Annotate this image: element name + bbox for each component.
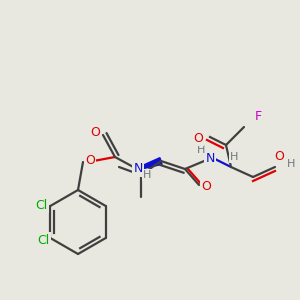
- Text: H: H: [230, 152, 238, 162]
- Text: Cl: Cl: [35, 199, 47, 212]
- Text: O: O: [90, 127, 100, 140]
- Text: N: N: [205, 152, 215, 164]
- Text: N: N: [133, 163, 143, 176]
- Text: F: F: [254, 110, 262, 124]
- Text: O: O: [201, 181, 211, 194]
- Text: H: H: [143, 170, 151, 180]
- Text: H: H: [197, 145, 205, 155]
- Text: O: O: [274, 151, 284, 164]
- Text: O: O: [193, 131, 203, 145]
- Text: H: H: [287, 159, 295, 169]
- Polygon shape: [137, 158, 162, 170]
- Text: Cl: Cl: [37, 233, 50, 247]
- Text: O: O: [85, 154, 95, 167]
